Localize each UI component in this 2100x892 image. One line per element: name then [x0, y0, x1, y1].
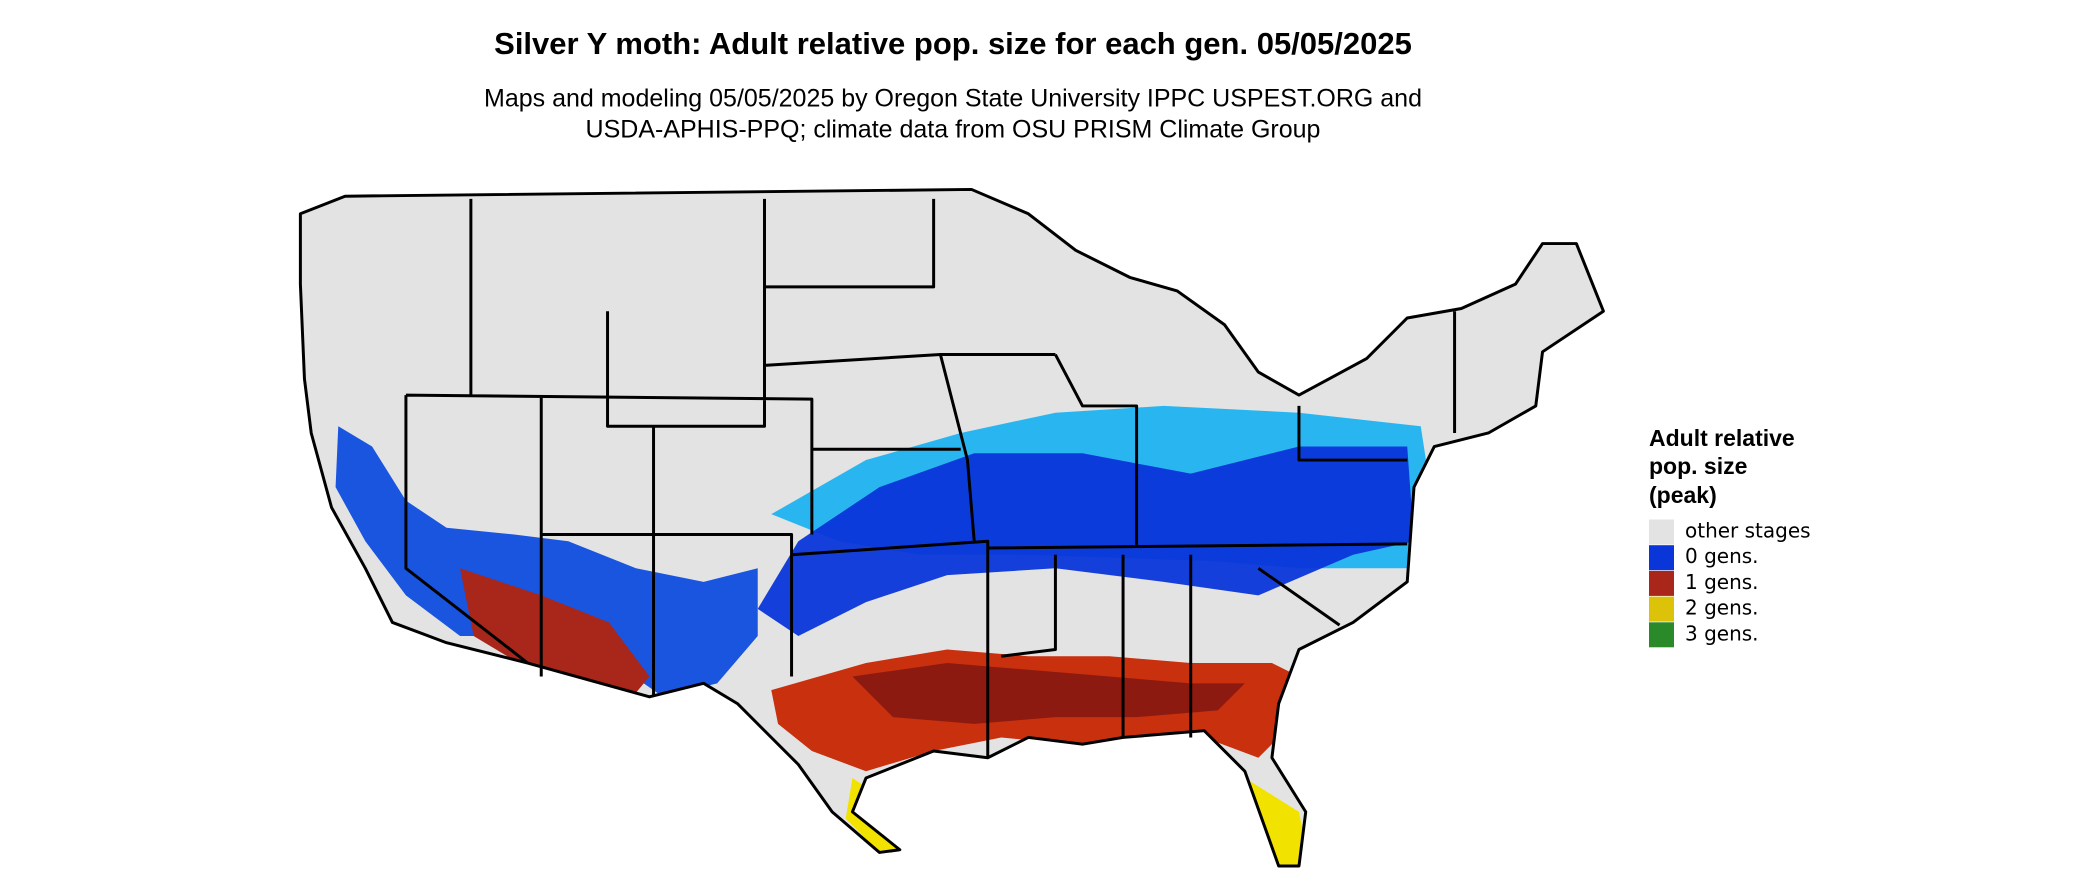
pop-zones [335, 405, 1435, 866]
legend-label: 2 gens. [1685, 596, 1759, 620]
legend-swatch [1649, 519, 1674, 545]
subtitle: USDA-APHIS-PPQ; climate data from OSU PR… [586, 116, 1321, 144]
legend-label: 0 gens. [1685, 544, 1759, 568]
legend-label: 1 gens. [1685, 570, 1759, 594]
legend-swatch [1649, 622, 1674, 648]
legend-swatch [1649, 545, 1674, 571]
legend-title: Adult relative [1649, 425, 1795, 451]
legend-label: 3 gens. [1685, 621, 1759, 645]
legend-swatch [1649, 596, 1674, 622]
map [298, 187, 1605, 868]
title: Silver Y moth: Adult relative pop. size … [494, 26, 1412, 61]
state-borders [298, 187, 1605, 868]
legend: Adult relative pop. size (peak) other st… [1649, 425, 1811, 648]
subtitle: Maps and modeling 05/05/2025 by Oregon S… [484, 85, 1422, 113]
legend-title: pop. size [1649, 453, 1747, 479]
legend-title: (peak) [1649, 482, 1717, 508]
legend-swatch [1649, 570, 1674, 596]
legend-label: other stages [1685, 519, 1811, 543]
